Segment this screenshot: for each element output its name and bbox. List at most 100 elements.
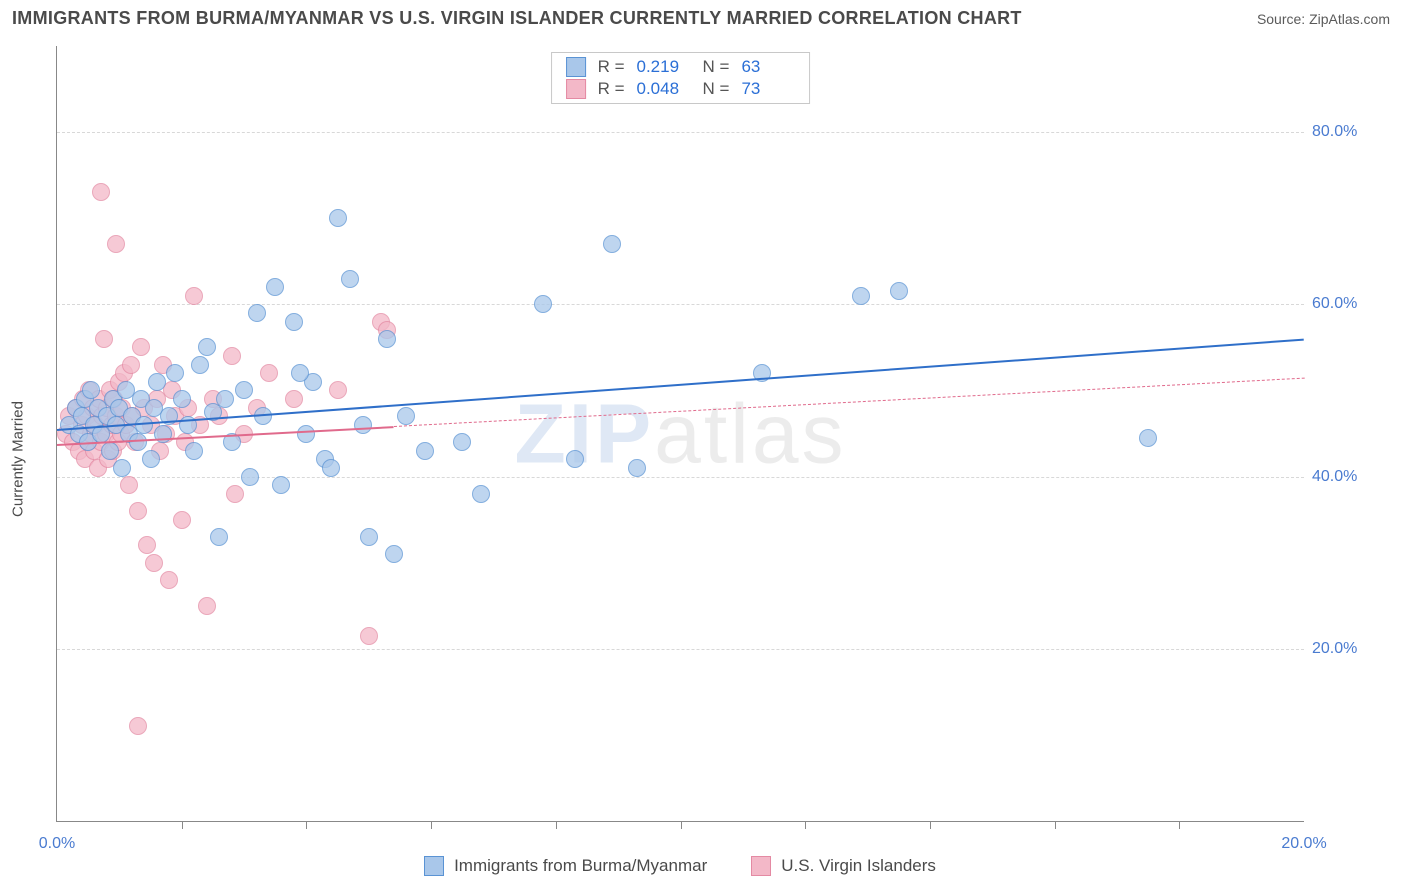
data-point [82,381,100,399]
data-point [198,338,216,356]
data-point [472,485,490,503]
x-tick [431,821,432,829]
data-point [248,304,266,322]
y-tick-label: 80.0% [1312,123,1380,141]
stat-n-value: 73 [741,79,795,99]
stats-row: R = 0.048 N = 73 [552,78,810,100]
data-point [385,545,403,563]
data-point [852,287,870,305]
gridline-h [57,132,1304,133]
data-point [260,364,278,382]
gridline-h [57,649,1304,650]
series-legend: Immigrants from Burma/Myanmar U.S. Virgin… [56,856,1304,876]
legend-label: U.S. Virgin Islanders [781,856,936,876]
data-point [285,390,303,408]
data-point [329,381,347,399]
data-point [628,459,646,477]
data-point [241,468,259,486]
data-point [173,390,191,408]
stats-legend-box: R = 0.219 N = 63 R = 0.048 N = 73 [551,52,811,104]
data-point [291,364,309,382]
chart-container: Currently Married ZIPatlas R = 0.219 N = 63… [12,38,1394,880]
data-point [160,571,178,589]
y-tick-label: 60.0% [1312,295,1380,313]
data-point [322,459,340,477]
data-point [122,356,140,374]
x-tick [805,821,806,829]
data-point [129,717,147,735]
legend-item: U.S. Virgin Islanders [751,856,936,876]
x-tick [1179,821,1180,829]
data-point [1139,429,1157,447]
data-point [397,407,415,425]
data-point [416,442,434,460]
data-point [354,416,372,434]
data-point [145,554,163,572]
data-point [285,313,303,331]
data-point [142,450,160,468]
data-point [266,278,284,296]
legend-label: Immigrants from Burma/Myanmar [454,856,707,876]
data-point [603,235,621,253]
data-point [148,373,166,391]
legend-swatch [751,856,771,876]
chart-title: IMMIGRANTS FROM BURMA/MYANMAR VS U.S. VI… [12,8,1022,29]
data-point [216,390,234,408]
x-tick-label: 0.0% [39,835,75,853]
data-point [166,364,184,382]
data-point [198,597,216,615]
y-axis-label: Currently Married [10,401,27,517]
x-tick [681,821,682,829]
legend-swatch [566,57,586,77]
data-point [138,536,156,554]
data-point [341,270,359,288]
stats-row: R = 0.219 N = 63 [552,56,810,78]
data-point [185,287,203,305]
gridline-h [57,304,1304,305]
data-point [210,528,228,546]
trend-line [394,378,1304,427]
legend-swatch [566,79,586,99]
y-tick-label: 40.0% [1312,468,1380,486]
stat-n-label: N = [703,79,730,99]
data-point [132,338,150,356]
plot-area: ZIPatlas R =0.219N =63R =0.048N =73 20.0… [56,46,1304,822]
data-point [453,433,471,451]
stat-r-value: 0.219 [637,57,691,77]
data-point [173,511,191,529]
stat-r-label: R = [598,57,625,77]
stat-n-value: 63 [741,57,795,77]
data-point [534,295,552,313]
data-point [297,425,315,443]
stat-r-label: R = [598,79,625,99]
data-point [191,356,209,374]
data-point [235,381,253,399]
stat-n-label: N = [703,57,730,77]
legend-swatch [424,856,444,876]
data-point [95,330,113,348]
data-point [129,502,147,520]
data-point [890,282,908,300]
data-point [223,347,241,365]
x-tick [1055,821,1056,829]
data-point [272,476,290,494]
data-point [226,485,244,503]
data-point [107,235,125,253]
data-point [566,450,584,468]
data-point [120,476,138,494]
data-point [329,209,347,227]
x-tick [930,821,931,829]
data-point [378,330,396,348]
data-point [92,183,110,201]
stat-r-value: 0.048 [637,79,691,99]
data-point [185,442,203,460]
x-tick [182,821,183,829]
data-point [101,442,119,460]
watermark: ZIPatlas [514,385,846,482]
y-tick-label: 20.0% [1312,640,1380,658]
data-point [360,627,378,645]
legend-item: Immigrants from Burma/Myanmar [424,856,707,876]
data-point [113,459,131,477]
x-tick [306,821,307,829]
data-point [129,433,147,451]
